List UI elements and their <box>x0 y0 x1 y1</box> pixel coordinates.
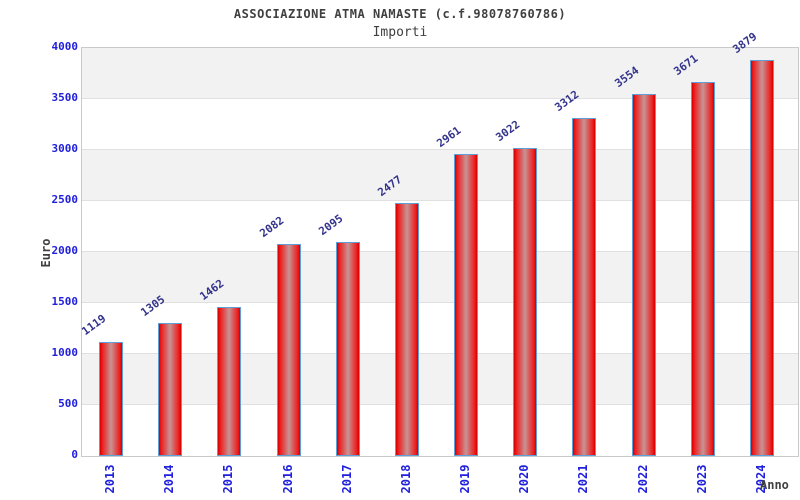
gridline <box>82 98 798 99</box>
x-tick-label: 2013 <box>103 464 117 494</box>
chart-title: ASSOCIAZIONE ATMA NAMASTE (c.f.980787607… <box>233 7 567 21</box>
y-tick-label: 500 <box>58 397 78 410</box>
bar <box>217 306 242 456</box>
x-tick-label: 2015 <box>221 464 236 494</box>
bar-value-label: 2477 <box>375 173 405 200</box>
x-tick-label: 2014 <box>162 464 177 494</box>
bar <box>454 153 479 456</box>
bar-value-label: 2095 <box>316 212 346 239</box>
x-tick-label: 2020 <box>517 464 532 494</box>
y-tick-label: 1000 <box>51 346 79 359</box>
y-tick-label: 3000 <box>51 142 79 155</box>
chart-subtitle: Importi <box>372 25 428 40</box>
y-tick-label: 1500 <box>51 295 79 308</box>
bar <box>158 322 183 456</box>
bar-value-label: 2961 <box>434 123 464 150</box>
bar <box>276 243 301 456</box>
x-tick-label: 2016 <box>280 464 295 494</box>
bar-value-label: 2082 <box>256 213 286 240</box>
gridline <box>82 302 798 303</box>
bar <box>99 341 123 456</box>
bar-value-label: 3022 <box>493 117 523 144</box>
gridline <box>82 149 798 150</box>
bar-value-label: 3312 <box>552 88 582 115</box>
bar <box>690 81 715 456</box>
bar <box>631 93 656 456</box>
gridline <box>82 353 798 354</box>
y-tick-label: 0 <box>71 448 78 461</box>
x-tick-label: 2021 <box>576 464 591 494</box>
y-tick-label: 2500 <box>51 193 79 206</box>
x-axis-title: Anno <box>760 478 789 492</box>
bar <box>750 60 774 456</box>
y-tick-label: 3500 <box>51 91 79 104</box>
bar <box>394 203 419 456</box>
bar <box>513 147 538 456</box>
plot-area: 1119 1305 1462 2082 2095 2477 2961 3022 3312 3554… <box>79 30 799 457</box>
x-tick-label: 2018 <box>398 464 413 494</box>
bar-value-label: 1462 <box>197 276 227 303</box>
bar-value-label: 3554 <box>611 63 642 90</box>
bar-value-label: 1119 <box>79 311 109 338</box>
bar <box>572 118 597 456</box>
gridline <box>82 251 798 252</box>
bar-value-label: 3671 <box>671 51 701 78</box>
x-tick-label: 2017 <box>339 464 354 494</box>
gridline <box>82 404 798 405</box>
y-tick-label: 2000 <box>51 244 79 257</box>
bar-value-label: 1305 <box>138 292 168 319</box>
gridline <box>82 200 798 201</box>
y-tick-label: 4000 <box>51 40 79 53</box>
x-tick-label: 2022 <box>635 464 650 494</box>
bar <box>335 242 360 456</box>
x-tick-label: 2023 <box>694 464 709 494</box>
x-tick-label: 2019 <box>458 464 473 494</box>
